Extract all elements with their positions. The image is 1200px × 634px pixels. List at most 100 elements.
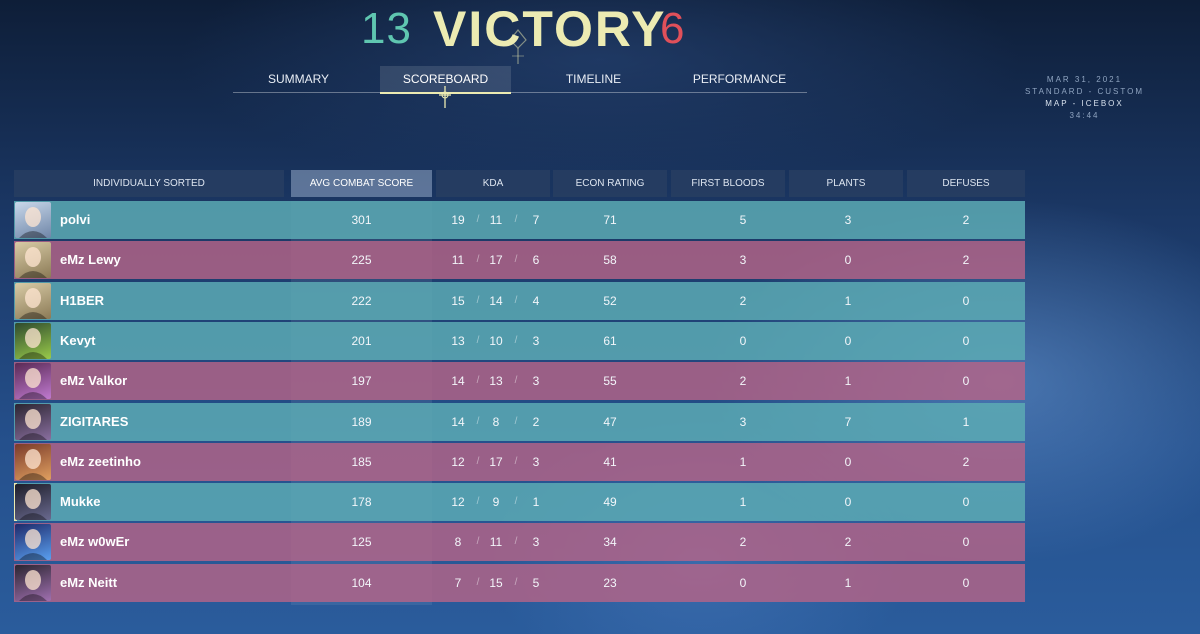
econ-value: 52	[603, 293, 617, 308]
kills-value: 14	[451, 374, 465, 389]
player-name[interactable]: eMz Neitt	[60, 574, 118, 590]
kda-separator: /	[476, 496, 480, 508]
column-header-first-bloods[interactable]: FIRST BLOODS	[671, 170, 785, 197]
agent-portrait-icon	[15, 202, 51, 238]
kda-separator: /	[476, 294, 480, 306]
kda-separator: /	[514, 496, 518, 508]
match-mode: STANDARD - CUSTOM	[1024, 87, 1144, 96]
econ-value: 71	[603, 213, 617, 227]
tab-bar: SUMMARY SCOREBOARD TIMELINE PERFORMANCE	[233, 66, 807, 94]
kills-value: 12	[451, 454, 465, 469]
kills-value: 8	[454, 535, 462, 550]
first-bloods-value: 2	[739, 293, 747, 308]
deaths-value: 15	[489, 575, 503, 590]
plants-value: 0	[844, 333, 852, 348]
tab-label: TIMELINE	[565, 72, 622, 86]
column-header-plants[interactable]: PLANTS	[789, 170, 903, 197]
defuses-value: 0	[962, 374, 970, 389]
kills-value: 19	[451, 213, 465, 227]
assists-value: 7	[532, 213, 540, 227]
acs-value: 125	[351, 535, 372, 550]
assists-value: 1	[532, 495, 540, 510]
first-bloods-value: 1	[739, 454, 747, 469]
table-row[interactable]: eMz Valkor 197 14 / 13 / 3 55 2 1 0	[14, 362, 1025, 401]
kda-value: 14 / 13 / 3	[436, 362, 550, 400]
player-name[interactable]: eMz Lewy	[60, 252, 121, 268]
kills-value: 12	[451, 495, 465, 510]
plants-value: 0	[844, 495, 852, 510]
defuses-value: 0	[962, 535, 970, 550]
defuses-value: 2	[962, 454, 970, 469]
match-duration: 34:44	[1069, 111, 1100, 120]
econ-value: 47	[603, 414, 617, 429]
column-header-sort-mode[interactable]: INDIVIDUALLY SORTED	[14, 170, 284, 197]
tab-timeline[interactable]: TIMELINE	[528, 66, 659, 92]
table-row[interactable]: eMz zeetinho 185 12 / 17 / 3 41 1 0 2	[14, 442, 1025, 481]
kda-value: 15 / 14 / 4	[436, 282, 550, 320]
player-name[interactable]: eMz zeetinho	[60, 453, 141, 469]
first-bloods-value: 0	[739, 333, 747, 348]
table-row[interactable]: eMz Lewy 225 11/17/6 58 3 0 2	[14, 241, 1025, 280]
agent-portrait-icon	[15, 564, 51, 601]
agent-portrait-icon	[15, 403, 51, 440]
column-header-kda[interactable]: KDA	[436, 170, 550, 197]
kda-separator: /	[476, 455, 480, 467]
table-row[interactable]: H1BER 222 15 / 14 / 4 52 2 1 0	[14, 281, 1025, 320]
player-name[interactable]: Mukke	[60, 494, 101, 510]
match-info: MAR 31, 2021 STANDARD - CUSTOM MAP - ICE…	[1025, 74, 1144, 122]
agent-portrait-icon	[15, 242, 51, 279]
kda-separator: /	[514, 536, 518, 548]
table-row[interactable]: Kevyt 201 13 / 10 / 3 61 0 0 0	[14, 321, 1025, 360]
assists-value: 3	[532, 374, 540, 389]
kda-separator: /	[514, 576, 518, 588]
acs-value: 104	[351, 575, 372, 590]
deaths-value: 8	[492, 414, 500, 429]
table-row[interactable]: ZIGITARES 189 14 / 8 / 2 47 3 7 1	[14, 402, 1025, 441]
plants-value: 0	[844, 454, 852, 469]
first-bloods-value: 5	[739, 213, 747, 227]
table-row[interactable]: Mukke 178 12 / 9 / 1 49 1 0 0	[14, 483, 1025, 522]
econ-value: 58	[603, 253, 617, 268]
deaths-value: 10	[489, 333, 503, 348]
deaths-value: 17	[489, 454, 503, 469]
table-row[interactable]: eMz w0wEr 125 8 / 11 / 3 34 2 2 0	[14, 523, 1025, 562]
active-tab-marker-icon	[439, 86, 451, 108]
column-header-econ[interactable]: ECON RATING	[553, 170, 667, 197]
column-header-defuses[interactable]: DEFUSES	[907, 170, 1025, 197]
defuses-value: 0	[962, 495, 970, 510]
emblem-icon	[509, 29, 527, 64]
player-name[interactable]: H1BER	[60, 292, 105, 308]
player-name[interactable]: Kevyt	[60, 332, 96, 348]
player-name[interactable]: eMz w0wEr	[60, 534, 130, 550]
kda-separator: /	[514, 294, 518, 306]
player-name[interactable]: polvi	[60, 212, 91, 227]
kills-value: 13	[451, 333, 465, 348]
defuses-value: 0	[962, 293, 970, 308]
kda-value: 7 / 15 / 5	[436, 564, 550, 602]
acs-value: 201	[351, 333, 372, 348]
player-name[interactable]: eMz Valkor	[60, 373, 128, 389]
tab-summary[interactable]: SUMMARY	[233, 66, 364, 92]
plants-value: 3	[844, 213, 852, 227]
tab-performance[interactable]: PERFORMANCE	[674, 66, 805, 92]
table-row[interactable]: polvi 301 19 / 11 / 7 71 5 3 2	[14, 201, 1025, 239]
ally-score: 13	[361, 4, 412, 53]
match-map: MAP - ICEBOX	[1045, 99, 1124, 108]
player-name[interactable]: ZIGITARES	[60, 413, 129, 429]
kills-value: 11	[451, 253, 465, 268]
tab-label: SUMMARY	[267, 72, 330, 86]
kda-separator: /	[514, 375, 518, 387]
acs-value: 189	[351, 414, 372, 429]
column-header-acs[interactable]: AVG COMBAT SCORE	[291, 170, 432, 197]
assists-value: 2	[532, 414, 540, 429]
table-row[interactable]: eMz Neitt 104 7 / 15 / 5 23 0 1 0	[14, 563, 1025, 602]
econ-value: 34	[603, 535, 617, 550]
econ-value: 49	[603, 495, 617, 510]
kills-value: 14	[451, 414, 465, 429]
match-result: VICTORY	[433, 1, 667, 57]
kda-separator: /	[476, 576, 480, 588]
table-header: INDIVIDUALLY SORTED AVG COMBAT SCORE KDA…	[14, 170, 1025, 197]
scoreboard-table: INDIVIDUALLY SORTED AVG COMBAT SCORE KDA…	[14, 170, 1025, 605]
defuses-value: 0	[962, 333, 970, 348]
first-bloods-value: 1	[739, 495, 747, 510]
